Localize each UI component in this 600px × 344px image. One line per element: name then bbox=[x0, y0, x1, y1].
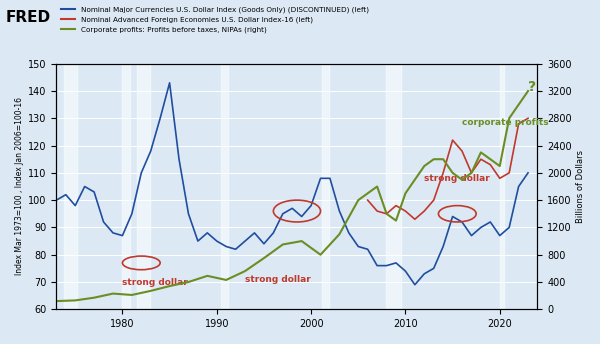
Bar bbox=[386, 64, 401, 309]
Text: strong dollar: strong dollar bbox=[245, 275, 311, 284]
Bar bbox=[221, 64, 228, 309]
Bar bbox=[122, 64, 130, 309]
Bar bbox=[322, 64, 329, 309]
Text: ?: ? bbox=[528, 80, 536, 94]
Bar bbox=[500, 64, 505, 309]
Bar bbox=[137, 64, 150, 309]
Text: corporate profits: corporate profits bbox=[462, 118, 548, 127]
Legend: Nominal Major Currencies U.S. Dollar Index (Goods Only) (DISCONTINUED) (left), N: Nominal Major Currencies U.S. Dollar Ind… bbox=[58, 3, 371, 36]
Y-axis label: Billions of Dollars: Billions of Dollars bbox=[576, 150, 585, 223]
Text: FRED: FRED bbox=[6, 10, 51, 25]
Text: strong dollar: strong dollar bbox=[424, 174, 490, 183]
Bar bbox=[64, 64, 77, 309]
Text: strong dollar: strong dollar bbox=[122, 278, 188, 287]
Y-axis label: Index Mar 1973=100 , Index Jan 2006=100-16: Index Mar 1973=100 , Index Jan 2006=100-… bbox=[15, 97, 24, 276]
